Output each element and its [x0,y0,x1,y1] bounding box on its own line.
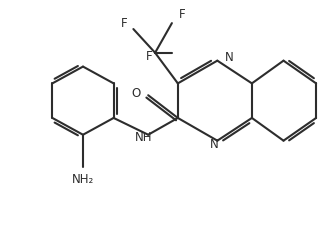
Text: NH: NH [135,131,152,144]
Text: F: F [146,50,152,63]
Text: N: N [225,51,234,64]
Text: O: O [131,87,140,100]
Text: N: N [209,138,218,151]
Text: F: F [121,17,128,30]
Text: NH₂: NH₂ [72,173,94,186]
Text: F: F [179,8,185,21]
